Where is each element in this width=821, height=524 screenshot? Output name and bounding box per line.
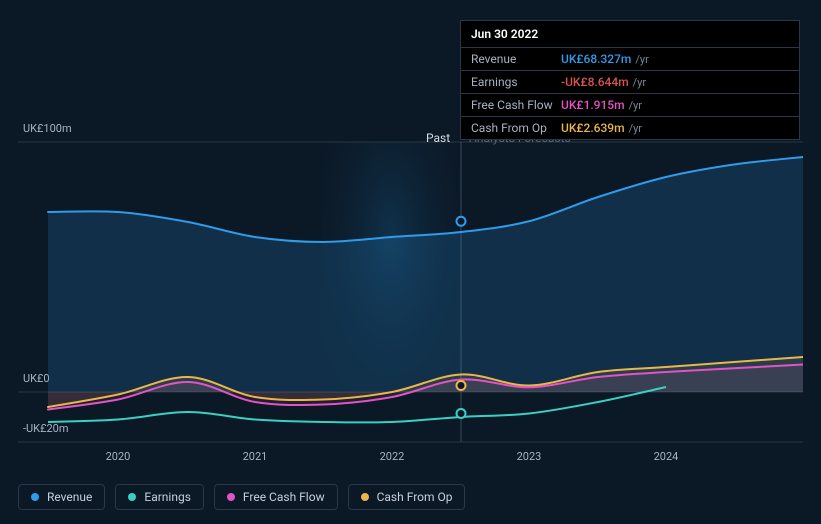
legend-item-free-cash-flow[interactable]: Free Cash Flow [214,484,338,510]
legend-label: Cash From Op [377,490,453,504]
chart-tooltip: Jun 30 2022 RevenueUK£68.327m/yrEarnings… [460,20,800,140]
tooltip-metric-value: UK£2.639m [561,121,625,135]
legend-label: Earnings [144,490,191,504]
tooltip-unit: /yr [629,99,642,112]
tooltip-unit: /yr [635,53,648,66]
legend-label: Revenue [47,490,92,504]
tooltip-metric-value: -UK£8.644m [561,75,629,89]
tooltip-row: Free Cash FlowUK£1.915m/yr [461,94,799,117]
legend-dot-icon [227,493,235,501]
legend-label: Free Cash Flow [243,490,325,504]
legend-item-cash-from-op[interactable]: Cash From Op [348,484,466,510]
y-axis-label: UK£0 [23,372,50,385]
x-axis-label: 2020 [106,450,131,463]
marker-revenue [457,217,466,226]
tooltip-metric-label: Cash From Op [471,121,561,135]
legend-dot-icon [361,493,369,501]
legend-item-revenue[interactable]: Revenue [18,484,105,510]
x-axis-label: 2023 [517,450,542,463]
tooltip-metric-label: Free Cash Flow [471,98,561,112]
past-section-label: Past [426,131,450,145]
tooltip-metric-value: UK£1.915m [561,98,625,112]
y-axis-label: -UK£20m [23,422,68,435]
tooltip-metric-label: Earnings [471,75,561,89]
legend-dot-icon [128,493,136,501]
legend-item-earnings[interactable]: Earnings [115,484,204,510]
legend-dot-icon [31,493,39,501]
chart-legend: Revenue Earnings Free Cash Flow Cash From O… [18,484,465,510]
x-axis-label: 2024 [654,450,679,463]
tooltip-metric-value: UK£68.327m [561,52,631,66]
tooltip-row: RevenueUK£68.327m/yr [461,48,799,71]
y-axis-label: UK£100m [23,122,72,135]
tooltip-date: Jun 30 2022 [461,21,799,48]
tooltip-row: Cash From OpUK£2.639m/yr [461,117,799,139]
x-axis-label: 2022 [380,450,405,463]
x-axis-label: 2021 [243,450,268,463]
marker-cfo [457,381,466,390]
tooltip-unit: /yr [633,76,646,89]
tooltip-metric-label: Revenue [471,52,561,66]
tooltip-unit: /yr [629,122,642,135]
marker-earnings [457,409,466,418]
tooltip-row: Earnings-UK£8.644m/yr [461,71,799,94]
